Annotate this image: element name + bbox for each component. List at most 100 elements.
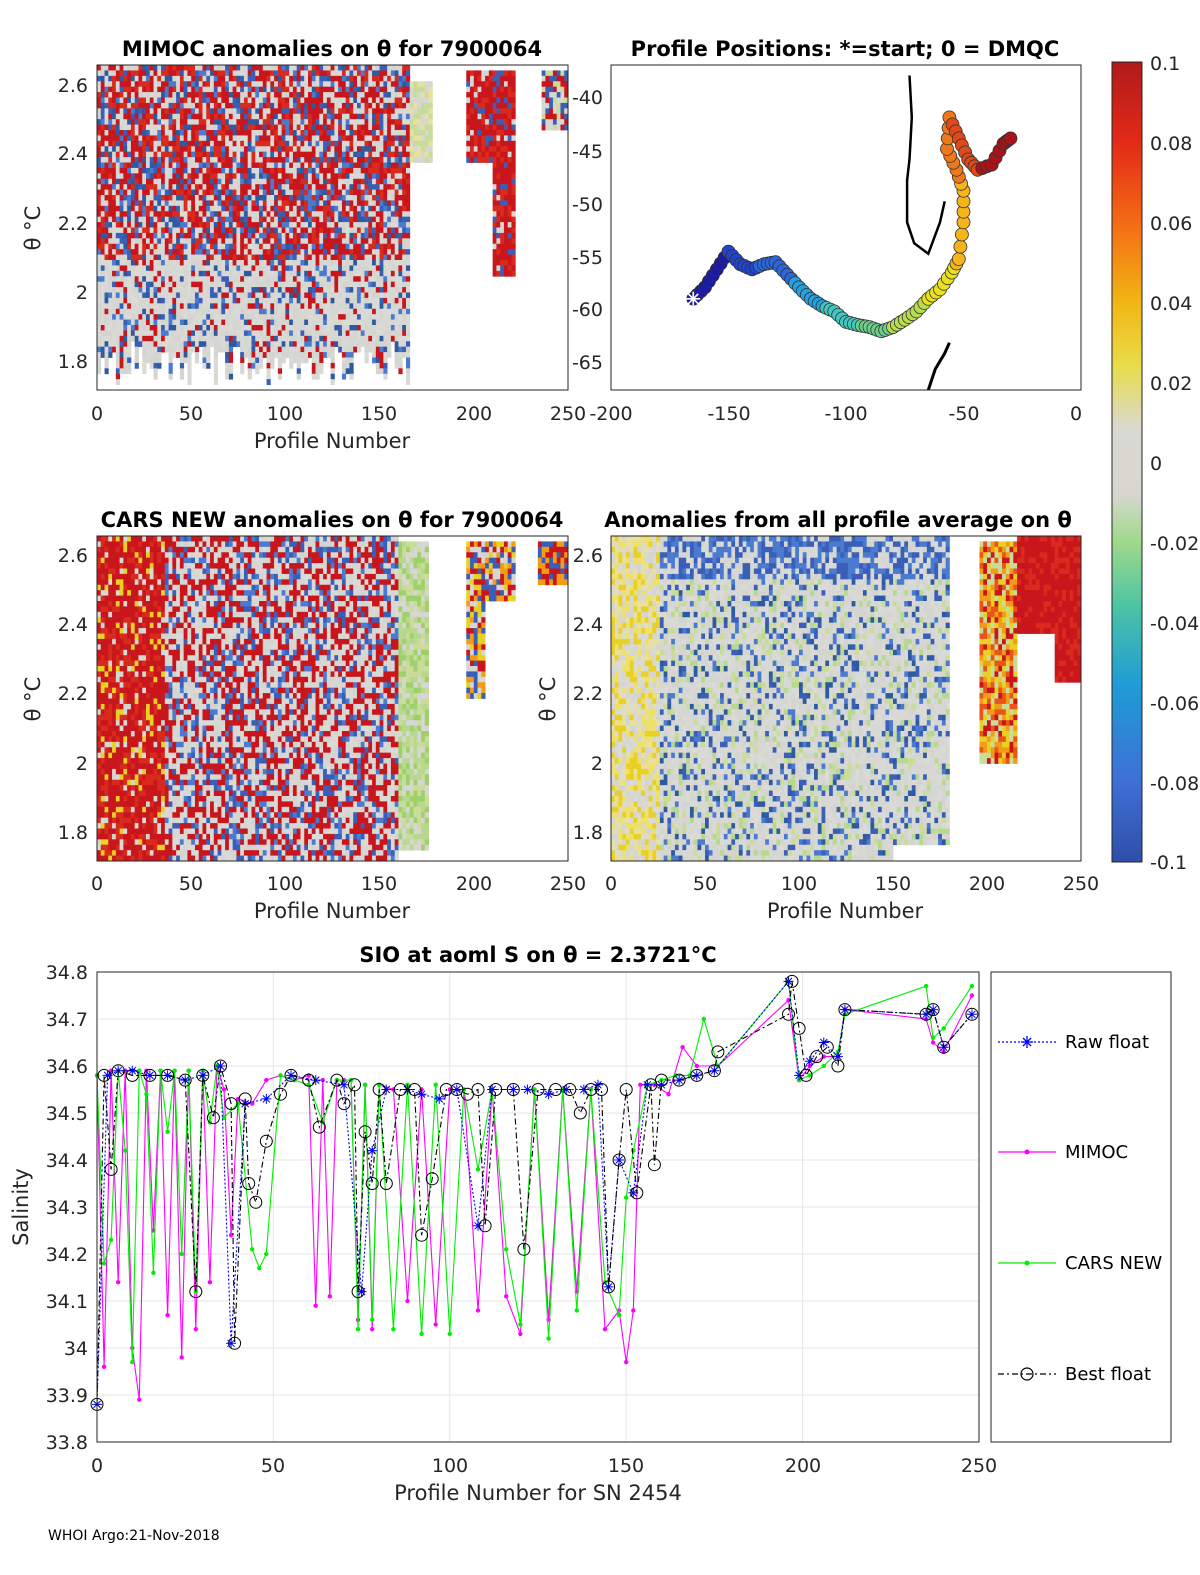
heatmap-cell: [312, 98, 316, 104]
heatmap-cell: [282, 282, 286, 288]
heatmap-cell: [304, 325, 308, 331]
heatmap-cell: [161, 217, 165, 223]
heatmap-cell: [387, 217, 391, 223]
heatmap-cell: [289, 363, 293, 369]
heatmap-cell: [334, 293, 338, 299]
heatmap-cell: [383, 255, 387, 261]
heatmap-cell: [368, 76, 372, 82]
heatmap-cell: [402, 320, 406, 326]
heatmap-cell: [353, 103, 357, 109]
heatmap-cell: [120, 195, 124, 201]
heatmap-cell: [312, 271, 316, 277]
heatmap-cell: [112, 293, 116, 299]
heatmap-cell: [398, 108, 402, 114]
heatmap-cell: [169, 358, 173, 364]
heatmap-cell: [150, 76, 154, 82]
heatmap-cell: [236, 76, 240, 82]
heatmap-cell: [402, 135, 406, 141]
heatmap-cell: [161, 103, 165, 109]
heatmap-cell: [338, 265, 342, 271]
heatmap-cell: [406, 76, 410, 82]
heatmap-cell: [361, 303, 365, 309]
heatmap-cell: [165, 320, 169, 326]
heatmap-cell: [210, 325, 214, 331]
heatmap-cell: [176, 211, 180, 217]
heatmap-cell: [395, 358, 399, 364]
heatmap-cell: [229, 114, 233, 120]
heatmap-cell: [233, 211, 237, 217]
heatmap-cell: [221, 114, 225, 120]
heatmap-cell: [233, 282, 237, 288]
heatmap-cell: [203, 125, 207, 131]
heatmap-cell: [414, 87, 418, 93]
heatmap-cell: [417, 103, 421, 109]
heatmap-cell: [285, 125, 289, 131]
heatmap-cell: [105, 108, 109, 114]
heatmap-cell: [214, 125, 218, 131]
heatmap-cell: [361, 152, 365, 158]
heatmap-cell: [300, 330, 304, 336]
heatmap-cell: [218, 265, 222, 271]
heatmap-cell: [191, 103, 195, 109]
heatmap-cell: [308, 98, 312, 104]
heatmap-cell: [187, 65, 191, 71]
heatmap-cell: [236, 228, 240, 234]
heatmap-cell: [259, 65, 263, 71]
heatmap-cell: [270, 260, 274, 266]
heatmap-cell: [97, 363, 101, 369]
heatmap-cell: [500, 173, 504, 179]
heatmap-cell: [206, 135, 210, 141]
heatmap-cell: [105, 352, 109, 358]
heatmap-cell: [383, 163, 387, 169]
heatmap-cell: [195, 303, 199, 309]
heatmap-cell: [169, 341, 173, 347]
heatmap-cell: [357, 249, 361, 255]
heatmap-cell: [316, 103, 320, 109]
heatmap-cell: [331, 130, 335, 136]
heatmap-cell: [478, 92, 482, 98]
heatmap-cell: [157, 157, 161, 163]
heatmap-cell: [123, 81, 127, 87]
heatmap-cell: [214, 352, 218, 358]
heatmap-cell: [123, 260, 127, 266]
heatmap-cell: [251, 341, 255, 347]
heatmap-cell: [406, 336, 410, 342]
heatmap-cell: [504, 255, 508, 261]
heatmap-cell: [195, 358, 199, 364]
heatmap-cell: [244, 265, 248, 271]
heatmap-cell: [308, 65, 312, 71]
heatmap-cell: [169, 87, 173, 93]
heatmap-cell: [297, 374, 301, 380]
heatmap-cell: [225, 103, 229, 109]
heatmap-cell: [240, 341, 244, 347]
heatmap-cell: [233, 260, 237, 266]
heatmap-cell: [334, 168, 338, 174]
heatmap-cell: [334, 314, 338, 320]
heatmap-cell: [331, 125, 335, 131]
heatmap-cell: [195, 81, 199, 87]
heatmap-cell: [240, 368, 244, 374]
heatmap-cell: [180, 114, 184, 120]
heatmap-cell: [97, 179, 101, 185]
heatmap-cell: [101, 92, 105, 98]
heatmap-cell: [157, 125, 161, 131]
heatmap-cell: [169, 368, 173, 374]
heatmap-cell: [123, 249, 127, 255]
heatmap-cell: [150, 271, 154, 277]
heatmap-cell: [267, 200, 271, 206]
heatmap-cell: [214, 206, 218, 212]
heatmap-cell: [191, 293, 195, 299]
heatmap-cell: [285, 265, 289, 271]
heatmap-cell: [429, 98, 433, 104]
heatmap-cell: [342, 190, 346, 196]
heatmap-cell: [496, 103, 500, 109]
heatmap-cell: [138, 184, 142, 190]
heatmap-cell: [293, 276, 297, 282]
heatmap-cell: [361, 163, 365, 169]
heatmap-cell: [372, 211, 376, 217]
heatmap-cell: [146, 146, 150, 152]
heatmap-cell: [316, 146, 320, 152]
heatmap-cell: [380, 320, 384, 326]
heatmap-cell: [176, 276, 180, 282]
heatmap-cell: [496, 125, 500, 131]
